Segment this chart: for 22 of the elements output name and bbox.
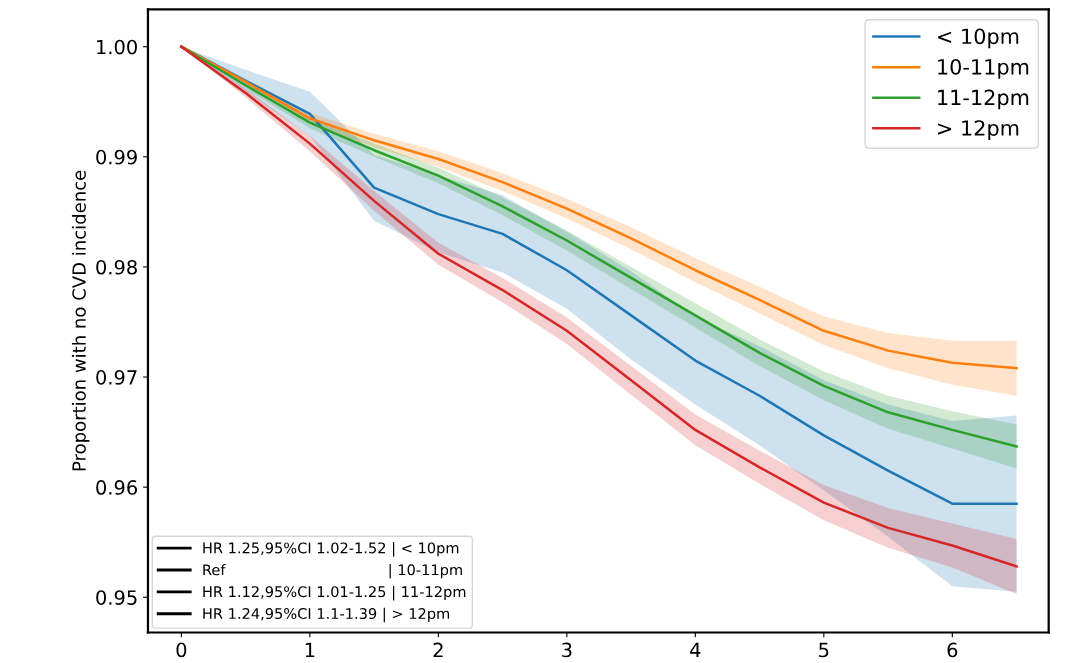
annotation: Ref | 10-11pm	[203, 563, 462, 579]
x-tick-label: 5	[819, 642, 829, 658]
legend-label: 11-12pm	[938, 89, 1029, 110]
y-tick-label: 0.99	[96, 149, 137, 165]
y-tick-label: 0.96	[96, 480, 138, 495]
x-tick-label: 3	[562, 642, 572, 658]
x-tick-label: 6	[947, 642, 958, 658]
x-tick-label: 4	[690, 642, 701, 657]
y-axis-title: Proportion with no CVD incidence	[71, 170, 90, 471]
y-tick-label: 0.98	[96, 259, 137, 275]
annotation: HR 1.12,95%CI 1.01-1.25 | 11-12pm	[203, 585, 466, 601]
annotation: HR 1.25,95%CI 1.02-1.52 | < 10pm	[203, 542, 459, 557]
x-tick-label: 0	[176, 642, 187, 658]
x-tick-label: 1	[305, 642, 315, 657]
x-tick-label: 2	[433, 642, 443, 657]
legend-label: < 10pm	[938, 28, 1019, 49]
y-tick-label: 0.97	[96, 370, 137, 385]
annotation: HR 1.24,95%CI 1.1-1.39 | > 12pm	[203, 607, 450, 623]
legend-label: > 12pm	[938, 120, 1019, 140]
y-tick-label: 1.00	[97, 39, 137, 55]
y-tick-label: 0.95	[96, 590, 137, 605]
legend-label: 10-11pm	[938, 58, 1029, 79]
